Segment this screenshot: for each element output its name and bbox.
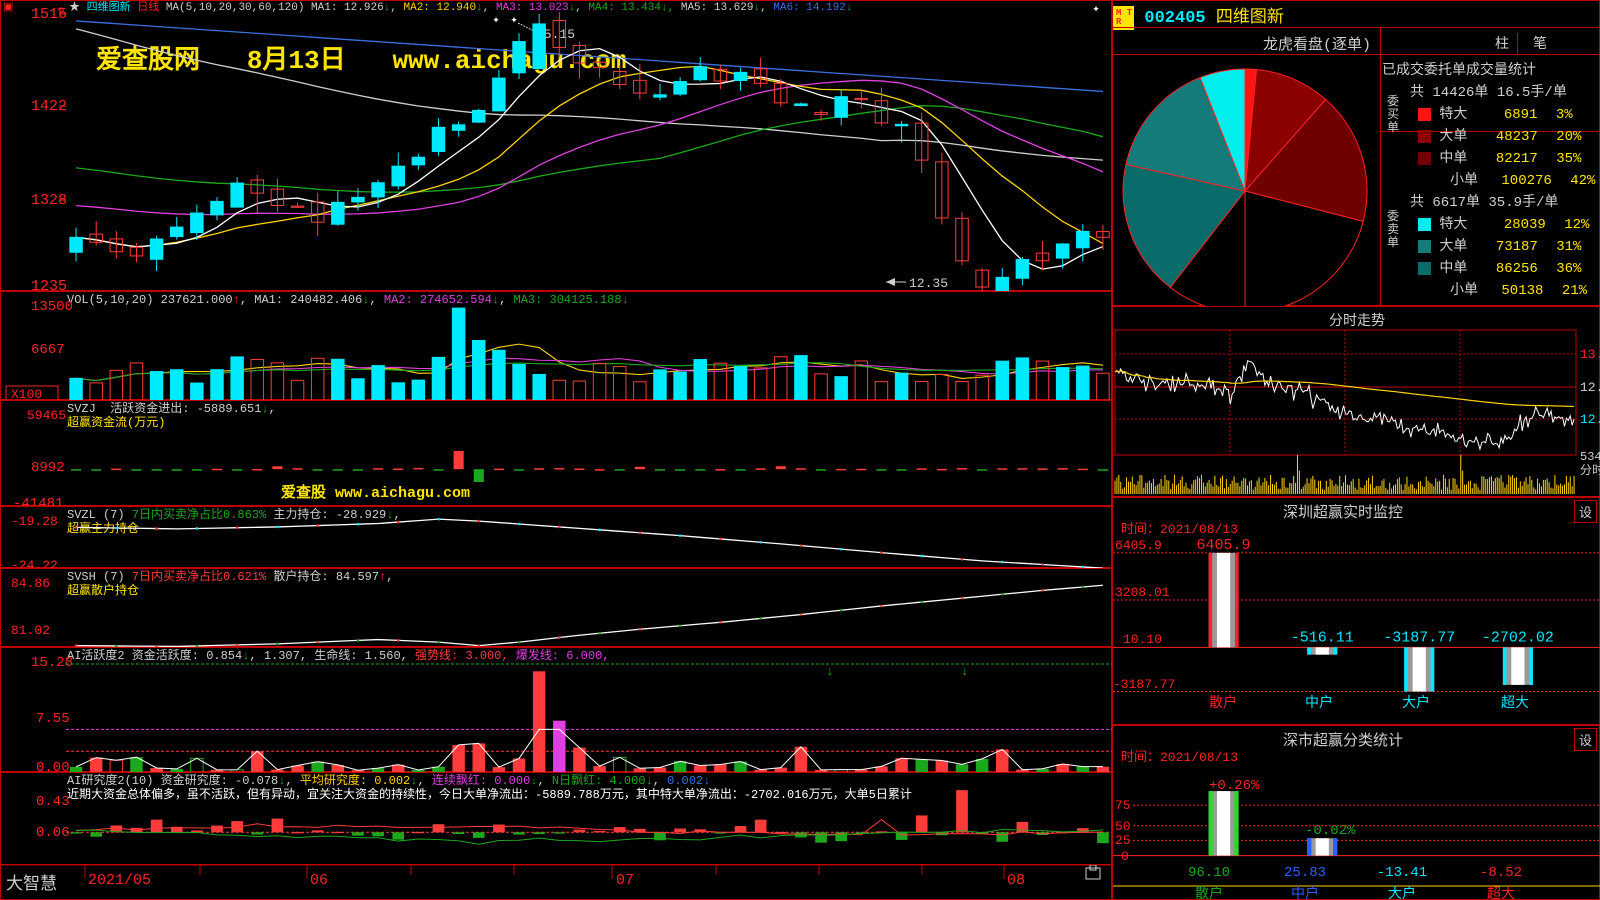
svg-text:0: 0 — [1121, 849, 1129, 864]
svg-text:中户: 中户 — [1305, 694, 1333, 712]
svg-text:超大: 超大 — [1487, 886, 1515, 900]
svg-text:-13.41: -13.41 — [1377, 865, 1427, 881]
svg-text:6405.9: 6405.9 — [1197, 537, 1251, 554]
svg-text:超大: 超大 — [1501, 695, 1529, 712]
svg-text:2021/05: 2021/05 — [88, 872, 151, 889]
svg-text:-19.28: -19.28 — [11, 514, 58, 529]
svg-text:5348: 5348 — [1580, 450, 1600, 464]
svg-text:大智慧: 大智慧 — [6, 874, 57, 895]
svg-text:15.28: 15.28 — [31, 655, 73, 671]
svg-text:散户: 散户 — [1209, 694, 1237, 712]
svg-text:大户: 大户 — [1388, 885, 1416, 900]
svg-text:08: 08 — [1007, 872, 1025, 889]
svg-text:X100: X100 — [11, 387, 42, 401]
svg-text:大户: 大户 — [1402, 694, 1430, 712]
svg-text:✦: ✦ — [492, 16, 500, 26]
svg-text:-3187.77: -3187.77 — [1383, 629, 1455, 646]
svg-text:50: 50 — [1115, 819, 1131, 834]
svg-text:13500: 13500 — [31, 299, 73, 315]
svg-text:1235: 1235 — [31, 278, 67, 292]
svg-text:✦: ✦ — [510, 16, 518, 26]
svg-text:0.43: 0.43 — [36, 794, 70, 810]
svg-text:↓: ↓ — [826, 664, 834, 679]
svg-text:8992: 8992 — [31, 460, 65, 476]
svg-text:25: 25 — [1115, 833, 1131, 848]
svg-text:爱查股 www.aichagu.com: 爱查股 www.aichagu.com — [281, 483, 470, 502]
svg-text:-2702.02: -2702.02 — [1482, 629, 1554, 646]
svg-text:3208.01: 3208.01 — [1115, 585, 1170, 600]
svg-text:-8.52: -8.52 — [1480, 865, 1522, 881]
svg-text:06: 06 — [310, 872, 328, 889]
svg-text:59465: 59465 — [27, 408, 66, 423]
svg-text:散户: 散户 — [1195, 885, 1223, 900]
svg-text:6405.9: 6405.9 — [1115, 538, 1162, 553]
svg-text:25.83: 25.83 — [1284, 865, 1326, 881]
svg-text:分时: 分时 — [1580, 463, 1600, 478]
svg-text:中户: 中户 — [1291, 885, 1319, 900]
svg-text:07: 07 — [616, 872, 634, 889]
svg-text:75: 75 — [1115, 798, 1131, 813]
svg-text:-516.11: -516.11 — [1291, 629, 1354, 646]
svg-text:12.81: 12.81 — [1580, 412, 1600, 427]
svg-text:81.02: 81.02 — [11, 623, 50, 638]
svg-text:12.92: 12.92 — [1580, 380, 1600, 395]
svg-text:?: ? — [57, 5, 65, 20]
svg-text:↓: ↓ — [961, 664, 969, 679]
svg-text:7.55: 7.55 — [36, 711, 70, 727]
svg-text:-3187.77: -3187.77 — [1113, 677, 1175, 692]
svg-text:6667: 6667 — [31, 342, 65, 358]
svg-text:10.10: 10.10 — [1123, 632, 1162, 647]
svg-text:96.10: 96.10 — [1188, 865, 1230, 881]
svg-text:12.35: 12.35 — [909, 276, 948, 291]
svg-text:✦: ✦ — [1092, 5, 1100, 15]
svg-text:84.86: 84.86 — [11, 576, 50, 591]
svg-text:0.06: 0.06 — [36, 825, 70, 841]
svg-text:13.03: 13.03 — [1580, 347, 1600, 362]
